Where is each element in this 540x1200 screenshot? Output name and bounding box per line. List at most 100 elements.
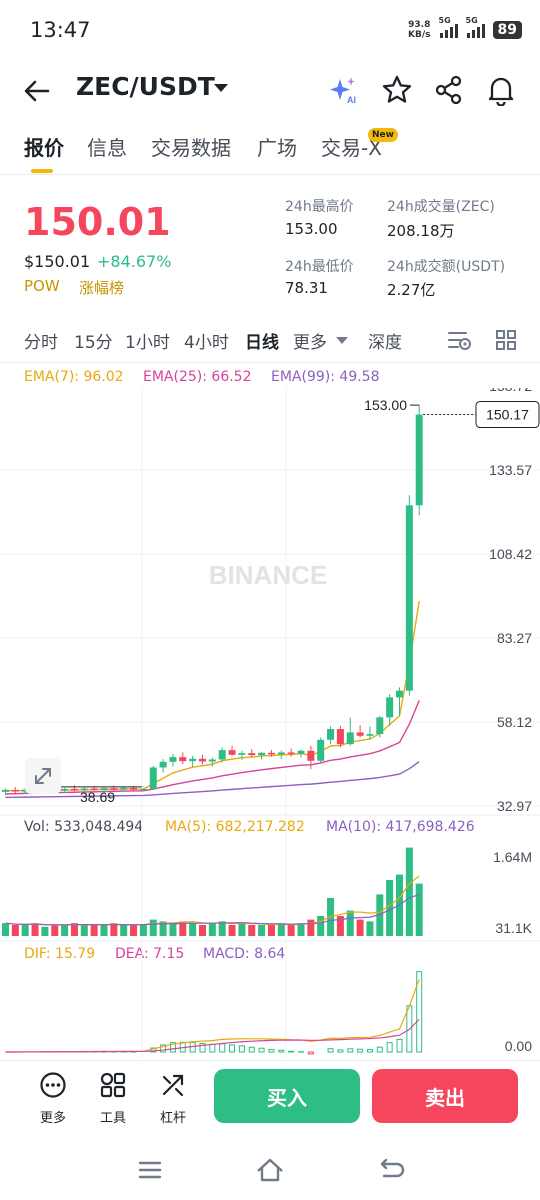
network-speed: 93.8 KB/s [408, 20, 431, 40]
ema7-label: EMA(7): 96.02 [24, 369, 124, 385]
volume-bar [208, 923, 216, 936]
macd-histogram-bar [199, 1042, 206, 1053]
status-bar: 13:47 93.8 KB/s 5G 5G 89 [0, 0, 540, 62]
low-marker-label: 38.69 [80, 789, 115, 805]
candle-body [405, 505, 413, 691]
favorite-star-icon[interactable] [381, 74, 413, 106]
share-icon[interactable] [433, 74, 465, 106]
volume-bar [366, 921, 374, 936]
chevron-down-icon [336, 337, 348, 344]
status-time: 13:47 [30, 18, 91, 42]
volume-bar [336, 916, 344, 936]
bottom-action-bar: 更多 工具 杠杆 买入 卖出 [0, 1060, 540, 1140]
leverage-icon [162, 1074, 184, 1097]
macd-histogram-bar [268, 1048, 275, 1053]
volume-axis-label: 1.64M [493, 849, 532, 865]
candle-body [327, 729, 335, 740]
home-icon[interactable] [254, 1154, 286, 1186]
pair-dropdown-icon[interactable] [214, 84, 228, 92]
leverage-button[interactable]: 杠杆 [148, 1071, 198, 1126]
candle-body [336, 729, 344, 745]
tab-quote[interactable]: 报价 [24, 136, 64, 160]
candlestick-chart[interactable]: BINANCE 158.72 133.57 108.42 83.27 58.12 32.9… [0, 388, 540, 1058]
volume-bar [149, 919, 157, 936]
layout-grid-icon[interactable] [494, 328, 518, 352]
buy-button[interactable]: 买入 [214, 1069, 360, 1123]
tab-trading-data[interactable]: 交易数据 [151, 136, 231, 160]
macd-histogram-bar [416, 971, 423, 1053]
stat-vol-usdt-label: 24h成交额(USDT) [387, 259, 506, 275]
tab-square[interactable]: 广场 [257, 136, 297, 160]
candle-body [80, 788, 88, 791]
volume-bar [159, 921, 167, 936]
tag-gainers[interactable]: 涨幅榜 [79, 279, 125, 297]
interval-1h[interactable]: 1小时 [125, 333, 170, 353]
candle-body [307, 750, 315, 761]
expand-chart-button[interactable] [25, 758, 61, 794]
volume-bar [287, 925, 295, 936]
indicator-settings-icon[interactable] [446, 328, 472, 352]
volume-bar [218, 921, 226, 936]
candle-body [120, 787, 128, 790]
current-price-box [475, 401, 540, 429]
volume-bar [356, 919, 364, 936]
watermark-text: BINANCE [209, 560, 327, 590]
candle-body [297, 750, 305, 754]
volume-bar [307, 919, 315, 936]
macd-panel [5, 971, 423, 1055]
volume-bar [277, 923, 285, 936]
signal-icon: 5G [466, 16, 485, 38]
price-usd: $150.01 [24, 252, 91, 271]
pair-title[interactable]: ZEC/USDT [76, 72, 215, 101]
candle-body [376, 717, 384, 735]
macd-histogram-bar [386, 1042, 393, 1053]
sell-button[interactable]: 卖出 [372, 1069, 518, 1123]
candle-body [248, 753, 256, 756]
candle-body [159, 761, 167, 768]
macd-histogram-bar [396, 1038, 403, 1053]
leverage-label: 杠杆 [159, 1111, 186, 1126]
interval-daily[interactable]: 日线 [245, 333, 279, 353]
back-nav-icon[interactable] [374, 1154, 406, 1186]
ai-sparkle-icon[interactable]: AI [328, 74, 360, 106]
macd-histogram-bar [278, 1049, 285, 1053]
ema99-label: EMA(99): 49.58 [271, 369, 380, 385]
candle-body [90, 788, 98, 791]
volume-bar [267, 925, 275, 936]
interval-depth[interactable]: 深度 [368, 333, 402, 353]
price-markers: 153.00 150.17 38.69 [60, 397, 540, 805]
dif-line [5, 978, 420, 1053]
recent-apps-icon[interactable] [134, 1154, 166, 1186]
svg-text:AI: AI [347, 95, 356, 105]
more-dots-icon [40, 1072, 66, 1098]
interval-timeline[interactable]: 分时 [24, 333, 58, 353]
macd-histogram-bar [258, 1047, 265, 1053]
macd-histogram-bar [347, 1048, 354, 1053]
volume-bar [238, 923, 246, 936]
volume-bar [120, 925, 128, 936]
tag-pow[interactable]: POW [24, 277, 60, 295]
candle-body [100, 788, 108, 790]
interval-4h[interactable]: 4小时 [184, 333, 229, 353]
volume-bar [228, 925, 236, 936]
candle-body [386, 697, 394, 718]
current-price-label: 150.17 [486, 407, 529, 423]
back-arrow-icon[interactable] [20, 74, 54, 108]
tab-info[interactable]: 信息 [87, 136, 127, 160]
volume-bar [130, 925, 138, 936]
more-button[interactable]: 更多 [28, 1071, 78, 1126]
interval-more[interactable]: 更多 [293, 333, 327, 353]
signal-icon: 5G [439, 16, 458, 38]
app-header: ZEC/USDT AI [0, 62, 540, 118]
candle-body [396, 690, 403, 698]
stat-low-label: 24h最低价 [285, 259, 354, 275]
volume-bar [21, 925, 29, 936]
candle-body [130, 787, 138, 790]
bell-icon[interactable] [485, 74, 517, 106]
interval-15m[interactable]: 15分 [74, 333, 113, 353]
candle-body [366, 734, 374, 736]
candle-body [356, 732, 364, 736]
volume-label: Vol: 533,048.494 [24, 819, 144, 835]
tools-label: 工具 [99, 1111, 126, 1126]
tools-button[interactable]: 工具 [88, 1071, 138, 1126]
